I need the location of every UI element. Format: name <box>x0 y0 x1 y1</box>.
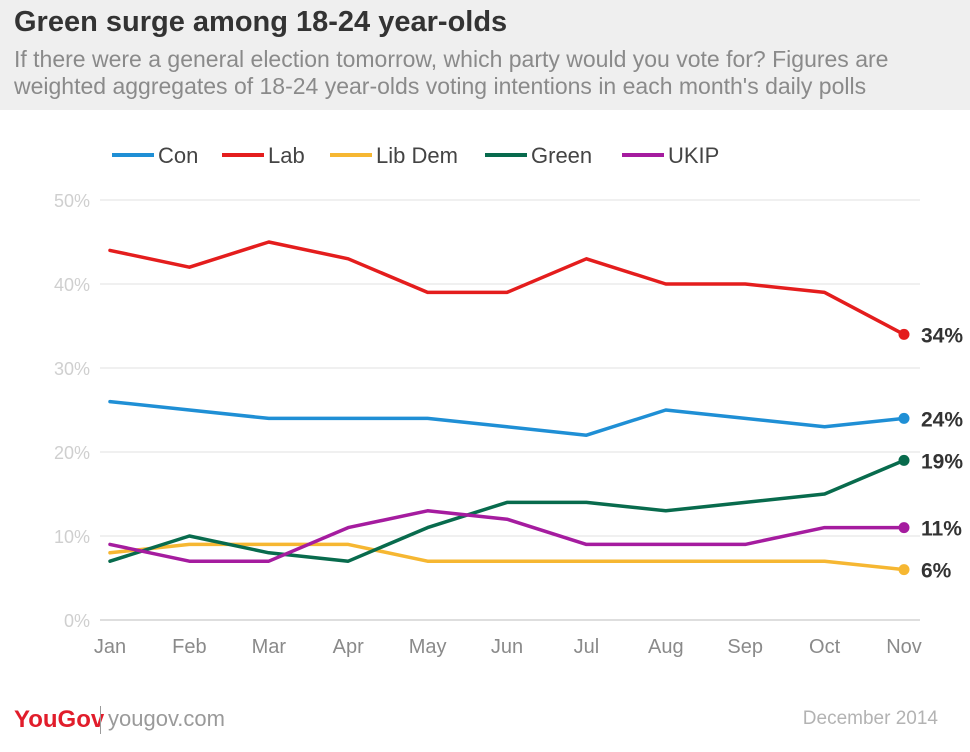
footer-website: yougov.com <box>108 706 225 731</box>
series-line-green <box>108 458 906 563</box>
y-tick-label: 40% <box>54 275 90 295</box>
end-label-ukip: 11% <box>921 518 962 541</box>
series-line-con <box>108 399 906 437</box>
legend-label: Con <box>158 143 198 168</box>
x-tick-label: Jan <box>94 636 126 658</box>
series-line-ukip <box>108 509 906 563</box>
y-tick-label: 30% <box>54 359 90 379</box>
x-tick-label: Jun <box>491 636 523 658</box>
data-point-lib-dem <box>898 564 910 576</box>
x-tick-label: Apr <box>333 636 364 658</box>
end-label-lab: 34% <box>921 324 963 347</box>
end-label-lib-dem: 6% <box>921 560 952 583</box>
x-tick-label: Oct <box>809 636 841 658</box>
end-label-green: 19% <box>921 450 963 473</box>
data-point-con <box>898 412 910 424</box>
legend-label: Lab <box>268 143 305 168</box>
end-label-con: 24% <box>921 408 963 431</box>
yougov-logo: YouGov <box>14 706 105 733</box>
footer-separator <box>100 706 101 734</box>
x-tick-label: Jul <box>574 636 600 658</box>
series-line-lib-dem <box>108 542 906 572</box>
y-tick-label: 20% <box>54 443 90 463</box>
x-tick-label: Nov <box>886 636 922 658</box>
x-tick-label: Aug <box>648 636 684 658</box>
y-tick-label: 50% <box>54 191 90 211</box>
x-tick-label: Feb <box>172 636 206 658</box>
data-point-lab <box>898 328 910 340</box>
footer-date: December 2014 <box>802 708 938 729</box>
x-tick-label: Mar <box>252 636 287 658</box>
chart-subtitle: If there were a general election tomorro… <box>14 46 889 99</box>
data-point-ukip <box>898 522 910 534</box>
legend-label: Lib Dem <box>376 143 458 168</box>
y-tick-label: 10% <box>54 527 90 547</box>
chart-title: Green surge among 18-24 year-olds <box>14 6 508 38</box>
x-tick-label: Sep <box>727 636 763 658</box>
x-tick-label: May <box>409 636 447 658</box>
series-line-lab <box>108 240 906 337</box>
legend-label: UKIP <box>668 143 719 168</box>
legend-label: Green <box>531 143 592 168</box>
y-tick-label: 0% <box>64 611 90 631</box>
data-point-green <box>898 454 910 466</box>
chart-header: Green surge among 18-24 year-olds If the… <box>0 0 970 110</box>
